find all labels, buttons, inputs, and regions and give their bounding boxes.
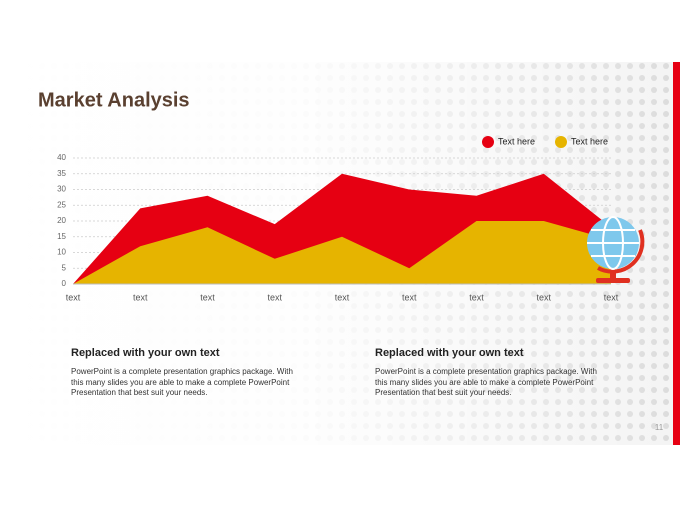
x-tick-label: text [200, 292, 215, 302]
slide-title: Market Analysis [38, 89, 190, 111]
x-tick-label: text [66, 292, 81, 302]
chart: 0 5 10 15 20 25 30 35 40 text text text text text text… [57, 136, 619, 302]
legend-label: Text here [571, 136, 608, 146]
body-line: Presentation that best suit your needs. [71, 388, 208, 397]
body-line: PowerPoint is a complete presentation gr… [375, 367, 597, 376]
x-tick-label: text [133, 292, 148, 302]
accent-bar [673, 62, 680, 445]
y-tick-label: 10 [57, 248, 66, 257]
y-tick-label: 5 [62, 263, 67, 272]
y-tick-label: 35 [57, 169, 66, 178]
body-line: this many slides you are able to make a … [375, 378, 594, 387]
body-line: Presentation that best suit your needs. [375, 388, 512, 397]
body-line: this many slides you are able to make a … [71, 378, 290, 387]
column-heading: Replaced with your own text [375, 347, 524, 359]
y-tick-label: 0 [62, 279, 67, 288]
legend-swatch [555, 136, 567, 148]
x-tick-label: text [604, 292, 619, 302]
y-tick-label: 15 [57, 232, 66, 241]
x-tick-label: text [335, 292, 350, 302]
x-tick-label: text [267, 292, 282, 302]
legend-swatch [482, 136, 494, 148]
body-line: PowerPoint is a complete presentation gr… [71, 367, 293, 376]
y-tick-label: 30 [57, 185, 66, 194]
page-number: 11 [655, 423, 664, 432]
x-tick-label: text [536, 292, 551, 302]
text-columns: Replaced with your own text PowerPoint i… [71, 347, 597, 397]
y-tick-label: 20 [57, 216, 66, 225]
y-tick-label: 40 [57, 153, 66, 162]
globe-icon [587, 216, 645, 283]
x-tick-label: text [469, 292, 484, 302]
y-tick-label: 25 [57, 200, 66, 209]
x-tick-label: text [402, 292, 417, 302]
column-heading: Replaced with your own text [71, 347, 220, 359]
legend-label: Text here [498, 136, 535, 146]
area [73, 221, 611, 284]
